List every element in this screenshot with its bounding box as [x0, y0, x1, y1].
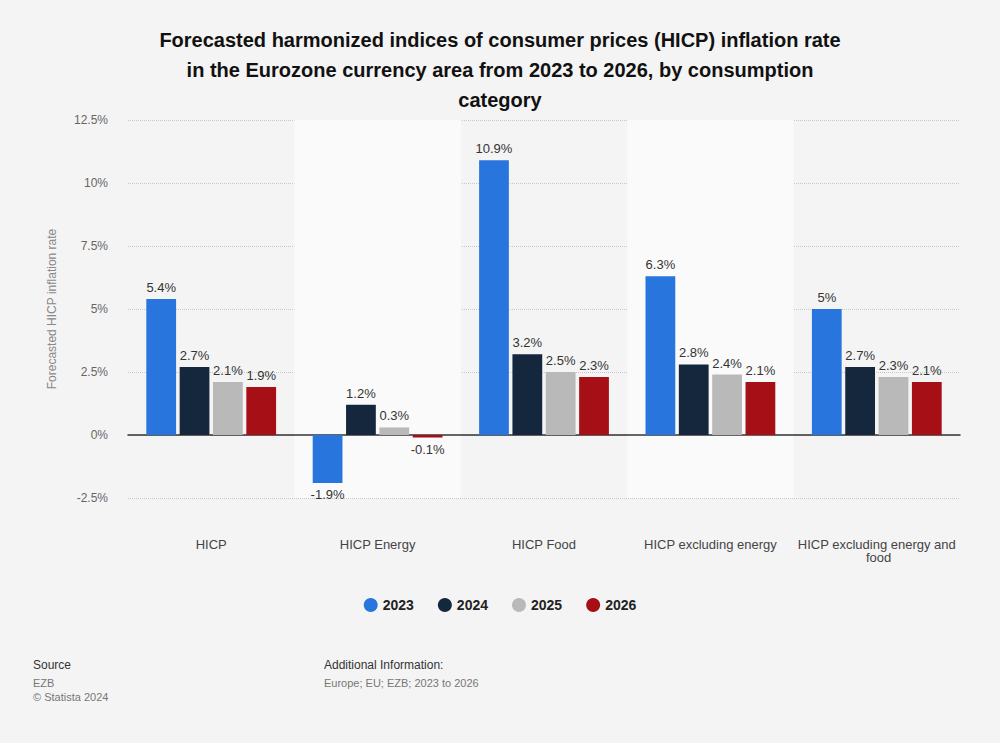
svg-text:2.1%: 2.1%: [912, 363, 942, 378]
svg-text:2.5%: 2.5%: [81, 365, 109, 379]
svg-text:-1.9%: -1.9%: [311, 487, 345, 502]
svg-text:Forecasted HICP inflation rate: Forecasted HICP inflation rate: [45, 228, 59, 389]
svg-text:2.4%: 2.4%: [712, 356, 742, 371]
svg-text:HICP Energy: HICP Energy: [340, 537, 416, 552]
svg-text:© Statista 2024: © Statista 2024: [33, 691, 108, 703]
svg-text:5%: 5%: [91, 302, 109, 316]
svg-text:6.3%: 6.3%: [646, 257, 676, 272]
svg-text:Forecasted harmonized indices: Forecasted harmonized indices of consume…: [159, 29, 840, 51]
svg-text:2.1%: 2.1%: [746, 363, 776, 378]
svg-text:5%: 5%: [817, 290, 836, 305]
svg-text:2024: 2024: [457, 597, 488, 613]
svg-text:3.2%: 3.2%: [513, 335, 543, 350]
svg-text:12.5%: 12.5%: [74, 113, 108, 127]
svg-text:1.2%: 1.2%: [346, 386, 376, 401]
svg-text:category: category: [458, 89, 542, 111]
svg-text:7.5%: 7.5%: [81, 239, 109, 253]
svg-text:HICP Food: HICP Food: [512, 537, 576, 552]
svg-text:2.5%: 2.5%: [546, 353, 576, 368]
svg-text:2.3%: 2.3%: [579, 358, 609, 373]
svg-text:10.9%: 10.9%: [476, 141, 513, 156]
svg-text:Additional Information:: Additional Information:: [324, 658, 443, 672]
svg-text:0.3%: 0.3%: [379, 408, 409, 423]
svg-text:EZB: EZB: [33, 677, 54, 689]
svg-text:in the Eurozone currency area: in the Eurozone currency area from 2023 …: [181, 59, 819, 81]
svg-text:HICP excluding energy and: HICP excluding energy and: [797, 537, 956, 552]
svg-text:Source: Source: [33, 658, 71, 672]
svg-text:HICP excluding energy: HICP excluding energy: [644, 537, 777, 552]
svg-text:-0.1%: -0.1%: [411, 442, 445, 457]
svg-text:Europe; EU; EZB; 2023 to 2026: Europe; EU; EZB; 2023 to 2026: [324, 677, 479, 689]
svg-text:2.7%: 2.7%: [845, 348, 875, 363]
svg-text:HICP: HICP: [196, 537, 227, 552]
svg-text:0%: 0%: [91, 428, 109, 442]
svg-text:2.3%: 2.3%: [879, 358, 909, 373]
svg-text:1.9%: 1.9%: [246, 368, 276, 383]
svg-text:food: food: [862, 550, 891, 565]
svg-text:2023: 2023: [383, 597, 414, 613]
svg-text:2026: 2026: [605, 597, 636, 613]
svg-text:5.4%: 5.4%: [146, 280, 176, 295]
svg-text:2025: 2025: [531, 597, 562, 613]
svg-text:2.1%: 2.1%: [213, 363, 243, 378]
svg-text:-2.5%: -2.5%: [77, 491, 109, 505]
svg-text:10%: 10%: [84, 176, 108, 190]
svg-text:2.7%: 2.7%: [180, 348, 210, 363]
svg-text:2.8%: 2.8%: [679, 345, 709, 360]
